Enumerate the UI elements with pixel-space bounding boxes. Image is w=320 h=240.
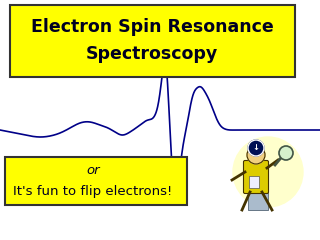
FancyBboxPatch shape <box>244 161 268 193</box>
Text: ↓: ↓ <box>252 144 260 152</box>
Circle shape <box>233 137 303 207</box>
Text: Electron Spin Resonance: Electron Spin Resonance <box>31 18 273 36</box>
Bar <box>5 157 187 205</box>
Circle shape <box>247 146 265 164</box>
Circle shape <box>248 140 264 156</box>
Bar <box>248 185 268 210</box>
Circle shape <box>279 146 293 160</box>
Bar <box>249 176 259 188</box>
Text: Spectroscopy: Spectroscopy <box>86 45 218 63</box>
Bar <box>10 5 295 77</box>
Text: It's fun to flip electrons!: It's fun to flip electrons! <box>13 186 172 198</box>
Text: or: or <box>86 164 100 178</box>
